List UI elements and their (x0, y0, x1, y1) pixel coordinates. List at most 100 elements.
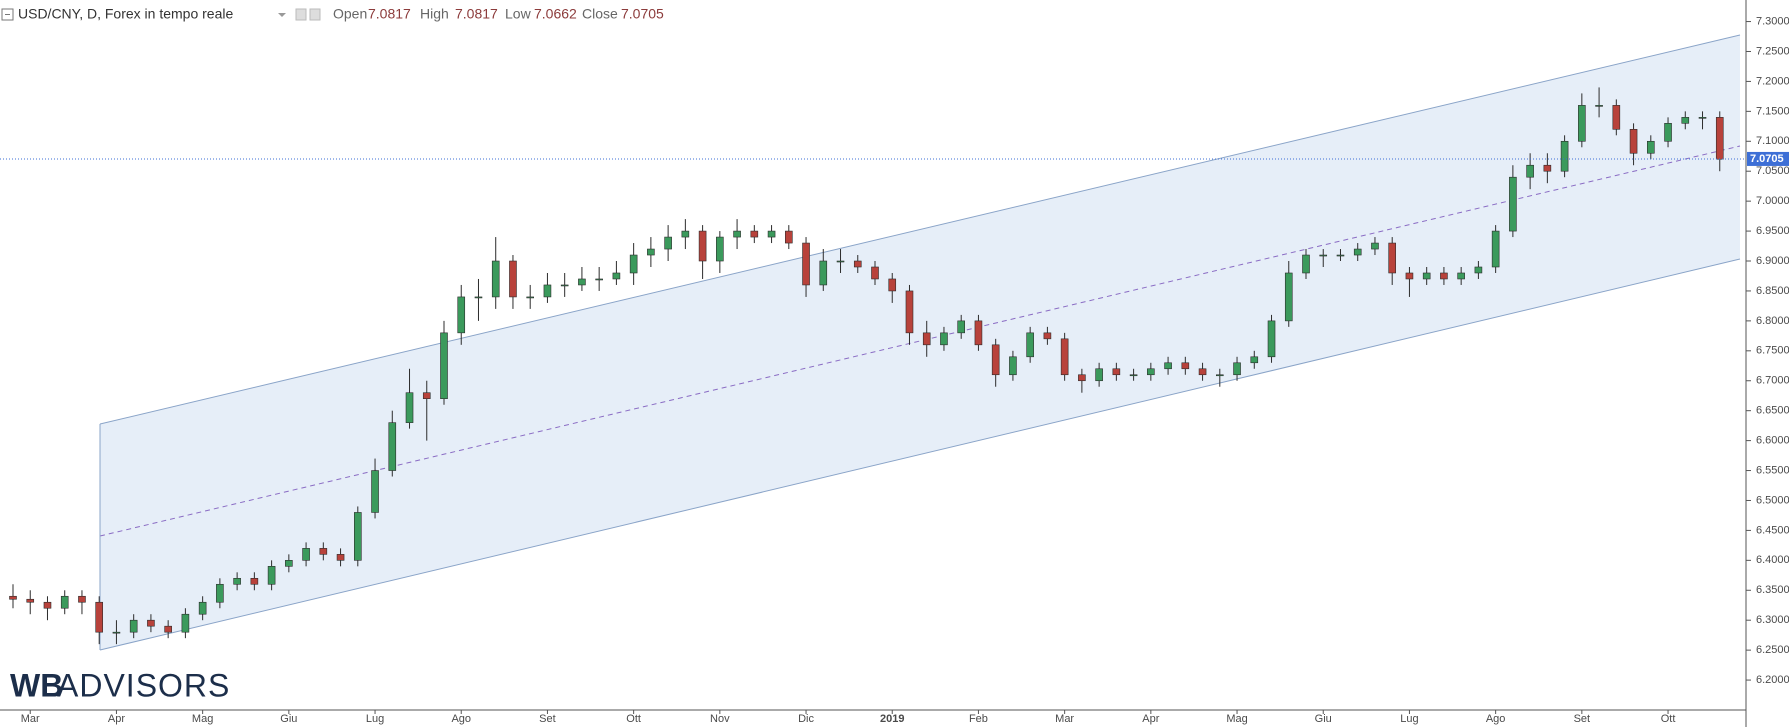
candle-body (1526, 164, 1534, 178)
x-tick-label: Nov (710, 713, 730, 725)
y-tick-label: 7.0500 (1756, 165, 1789, 177)
candle-body (543, 284, 552, 298)
candle-body (336, 554, 345, 561)
candle-body (871, 266, 879, 280)
candle-body (836, 260, 845, 263)
x-tick-label: Ago (451, 713, 471, 725)
candle-body (1578, 105, 1586, 142)
high-label: High (420, 6, 449, 22)
candle-body (1233, 362, 1241, 376)
candle-body (250, 577, 259, 585)
candle-body (716, 236, 724, 262)
x-tick-label: Set (1574, 713, 1591, 725)
y-tick-label: 6.5000 (1756, 494, 1789, 506)
candle-body (457, 296, 466, 334)
candle-body (853, 260, 862, 268)
y-tick-label: 6.6500 (1756, 405, 1789, 417)
candles (9, 87, 1724, 645)
x-tick-label: Ago (1486, 713, 1506, 725)
candle-body (1216, 374, 1224, 377)
candle-body (1647, 140, 1655, 154)
candle-body (1043, 332, 1052, 340)
y-tick-label: 6.3500 (1756, 584, 1789, 596)
candle-body (1164, 362, 1172, 370)
candle-body (1078, 374, 1086, 382)
y-tick-label: 6.2500 (1756, 644, 1789, 656)
candle-body (1698, 117, 1707, 119)
candle-body (957, 320, 966, 334)
candle-body (1336, 254, 1345, 257)
candle-body (733, 230, 741, 238)
candle-body (164, 625, 172, 633)
candle-body (198, 601, 207, 615)
x-tick-label: Mag (1226, 713, 1247, 725)
candle-body (698, 230, 707, 262)
candle-body (1371, 242, 1379, 250)
candle-body (129, 619, 138, 633)
y-tick-label: 6.7500 (1756, 345, 1789, 357)
candle-body (43, 601, 52, 609)
open-label: Open (333, 6, 367, 22)
y-tick-label: 7.0000 (1756, 195, 1789, 207)
candle-body (26, 598, 35, 603)
candle-body (1405, 272, 1414, 280)
candle-body (784, 230, 793, 244)
x-tick-label: Ott (626, 713, 641, 725)
x-tick-label: Dic (798, 713, 814, 725)
candle-body (60, 595, 69, 609)
candle-body (1009, 356, 1017, 376)
candle-body (560, 284, 569, 287)
x-tick-label: Mar (21, 713, 40, 725)
candle-body (1474, 266, 1483, 274)
candle-body (905, 290, 914, 334)
candle-body (1543, 164, 1552, 172)
x-tick-label: Mar (1055, 713, 1074, 725)
eye-icon[interactable] (295, 8, 307, 21)
channel-lower (99, 258, 1741, 651)
y-tick-label: 6.4000 (1756, 554, 1789, 566)
candle-body (285, 560, 293, 567)
candle-body (922, 332, 931, 346)
y-tick-label: 6.2000 (1756, 674, 1789, 686)
x-tick-label: Mag (192, 713, 213, 725)
y-tick-label: 6.9000 (1756, 255, 1789, 267)
candle-body (819, 260, 828, 286)
price-tag (1747, 151, 1789, 166)
channel-fill (100, 35, 1740, 650)
low-value: 7.0662 (534, 6, 577, 22)
candle-body (302, 548, 310, 561)
channel-upper (99, 34, 1741, 425)
x-tick-label: Feb (969, 713, 988, 725)
candle-body (1198, 368, 1207, 376)
dropdown-arrow[interactable] (278, 13, 286, 17)
low-label: Low (505, 6, 532, 22)
candle-body (1319, 254, 1328, 257)
candle-body (888, 278, 897, 292)
settings-icon[interactable] (309, 8, 321, 21)
candle-body (147, 619, 155, 627)
price-tag-label: 7.0705 (1750, 153, 1784, 165)
candle-body (1595, 105, 1603, 107)
x-tick-label: Lug (1400, 713, 1418, 725)
candle-body (1509, 176, 1517, 232)
y-tick-label: 7.1500 (1756, 105, 1789, 117)
candle-body (371, 470, 379, 513)
collapse-icon[interactable] (1, 8, 14, 21)
candle-body (181, 613, 190, 633)
y-tick-label: 7.2500 (1756, 45, 1789, 57)
candle-body (388, 422, 397, 471)
x-tick-label: Lug (366, 713, 384, 725)
candle-body (1026, 332, 1034, 358)
candle-body (940, 332, 948, 346)
candle-body (78, 595, 86, 603)
candle-body (1181, 362, 1190, 370)
y-tick-label: 6.8500 (1756, 285, 1789, 297)
close-label: Close (582, 6, 618, 22)
candle-body (1388, 242, 1396, 274)
candle-body (233, 577, 241, 585)
candle-body (526, 296, 535, 299)
x-tick-label: Apr (108, 713, 125, 725)
candle-body (1302, 254, 1310, 274)
